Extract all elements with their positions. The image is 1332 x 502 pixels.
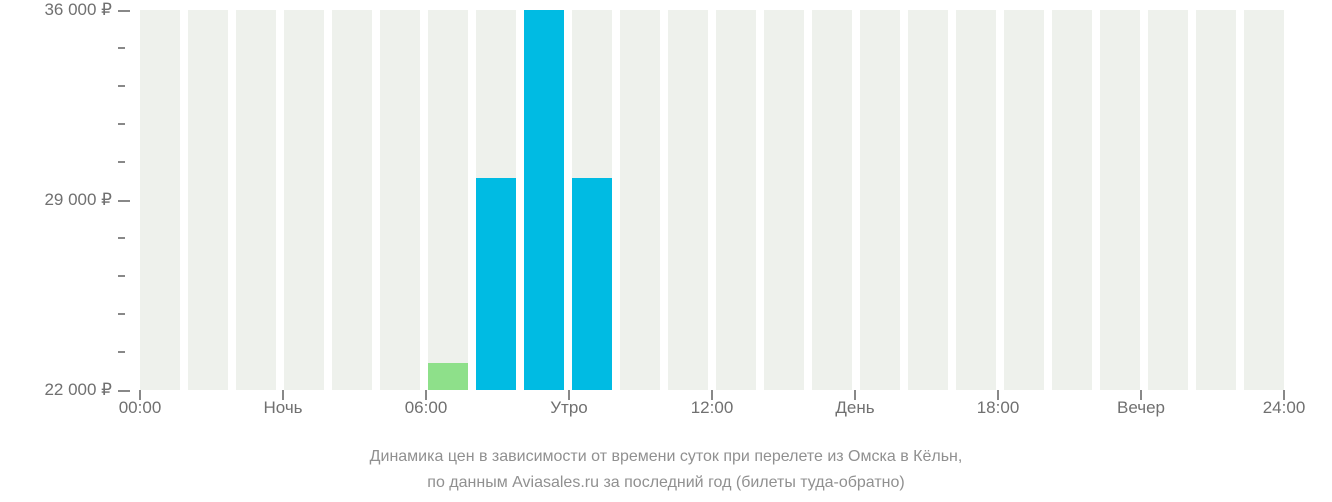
bar-slot (332, 10, 372, 390)
bar-slot (956, 10, 996, 390)
x-tick-label: 00:00 (119, 398, 162, 418)
bar-slot (1244, 10, 1284, 390)
bar-slot (860, 10, 900, 390)
bar-value[interactable] (572, 178, 612, 390)
bar-slot (1004, 10, 1044, 390)
bar-value[interactable] (476, 178, 516, 390)
bar-empty (236, 10, 276, 390)
x-tick-label: 18:00 (977, 398, 1020, 418)
bar-empty (1100, 10, 1140, 390)
y-tick-text: 29 000 ₽ (44, 190, 112, 209)
bar-empty (860, 10, 900, 390)
y-tick-text: 36 000 ₽ (44, 0, 112, 19)
y-tick-text: 22 000 ₽ (44, 380, 112, 399)
bar-empty (668, 10, 708, 390)
bar-slot (1196, 10, 1236, 390)
y-tick-dash (118, 200, 130, 202)
bar-slot (524, 10, 564, 390)
chart-caption-line1: Динамика цен в зависимости от времени су… (0, 448, 1332, 466)
bar-min[interactable] (428, 363, 468, 390)
bar-empty (380, 10, 420, 390)
bar-slot (620, 10, 660, 390)
y-tick-label: 22 000 ₽ (44, 380, 130, 400)
bar-empty (908, 10, 948, 390)
chart-caption-line2: по данным Aviasales.ru за последний год … (0, 474, 1332, 492)
bar-slot (1100, 10, 1140, 390)
bar-empty (1052, 10, 1092, 390)
y-minor-tick (118, 313, 125, 315)
y-minor-tick (118, 237, 125, 239)
x-tick-label: День (835, 398, 874, 418)
x-tick-label: 24:00 (1263, 398, 1306, 418)
bar-slot (812, 10, 852, 390)
bar-empty (1004, 10, 1044, 390)
plot-area (140, 10, 1310, 390)
bar-slot (236, 10, 276, 390)
x-tick-label: 12:00 (691, 398, 734, 418)
bar-slot (668, 10, 708, 390)
bar-empty (1148, 10, 1188, 390)
y-tick-dash (118, 10, 130, 12)
bar-slot (908, 10, 948, 390)
x-tick-label: Ночь (263, 398, 302, 418)
bar-slot (188, 10, 228, 390)
bar-empty (188, 10, 228, 390)
y-tick-label: 36 000 ₽ (44, 0, 130, 20)
bar-slot (380, 10, 420, 390)
bar-empty (284, 10, 324, 390)
y-minor-tick (118, 85, 125, 87)
bar-slot (140, 10, 180, 390)
bar-slot (716, 10, 756, 390)
bar-empty (428, 10, 468, 390)
y-minor-tick (118, 123, 125, 125)
x-tick-label: 06:00 (405, 398, 448, 418)
bar-slot (428, 10, 468, 390)
bar-empty (1196, 10, 1236, 390)
bar-empty (812, 10, 852, 390)
bar-empty (716, 10, 756, 390)
bar-empty (332, 10, 372, 390)
bar-empty (1244, 10, 1284, 390)
bar-slot (1148, 10, 1188, 390)
bar-empty (764, 10, 804, 390)
x-tick-label: Вечер (1117, 398, 1165, 418)
y-minor-tick (118, 351, 125, 353)
price-by-hour-chart: 22 000 ₽ 29 000 ₽ 36 000 ₽ 00:00 Ночь 06:0… (0, 0, 1332, 502)
bar-value[interactable] (524, 10, 564, 390)
y-minor-tick (118, 47, 125, 49)
x-tick-label: Утро (550, 398, 588, 418)
bar-slot (764, 10, 804, 390)
y-tick-dash (118, 390, 130, 392)
y-minor-tick (118, 275, 125, 277)
bar-empty (956, 10, 996, 390)
bar-slot (1052, 10, 1092, 390)
y-minor-tick (118, 161, 125, 163)
bar-slot (572, 10, 612, 390)
bar-slot (284, 10, 324, 390)
bar-slot (476, 10, 516, 390)
y-tick-label: 29 000 ₽ (44, 190, 130, 210)
bar-empty (620, 10, 660, 390)
bar-empty (140, 10, 180, 390)
